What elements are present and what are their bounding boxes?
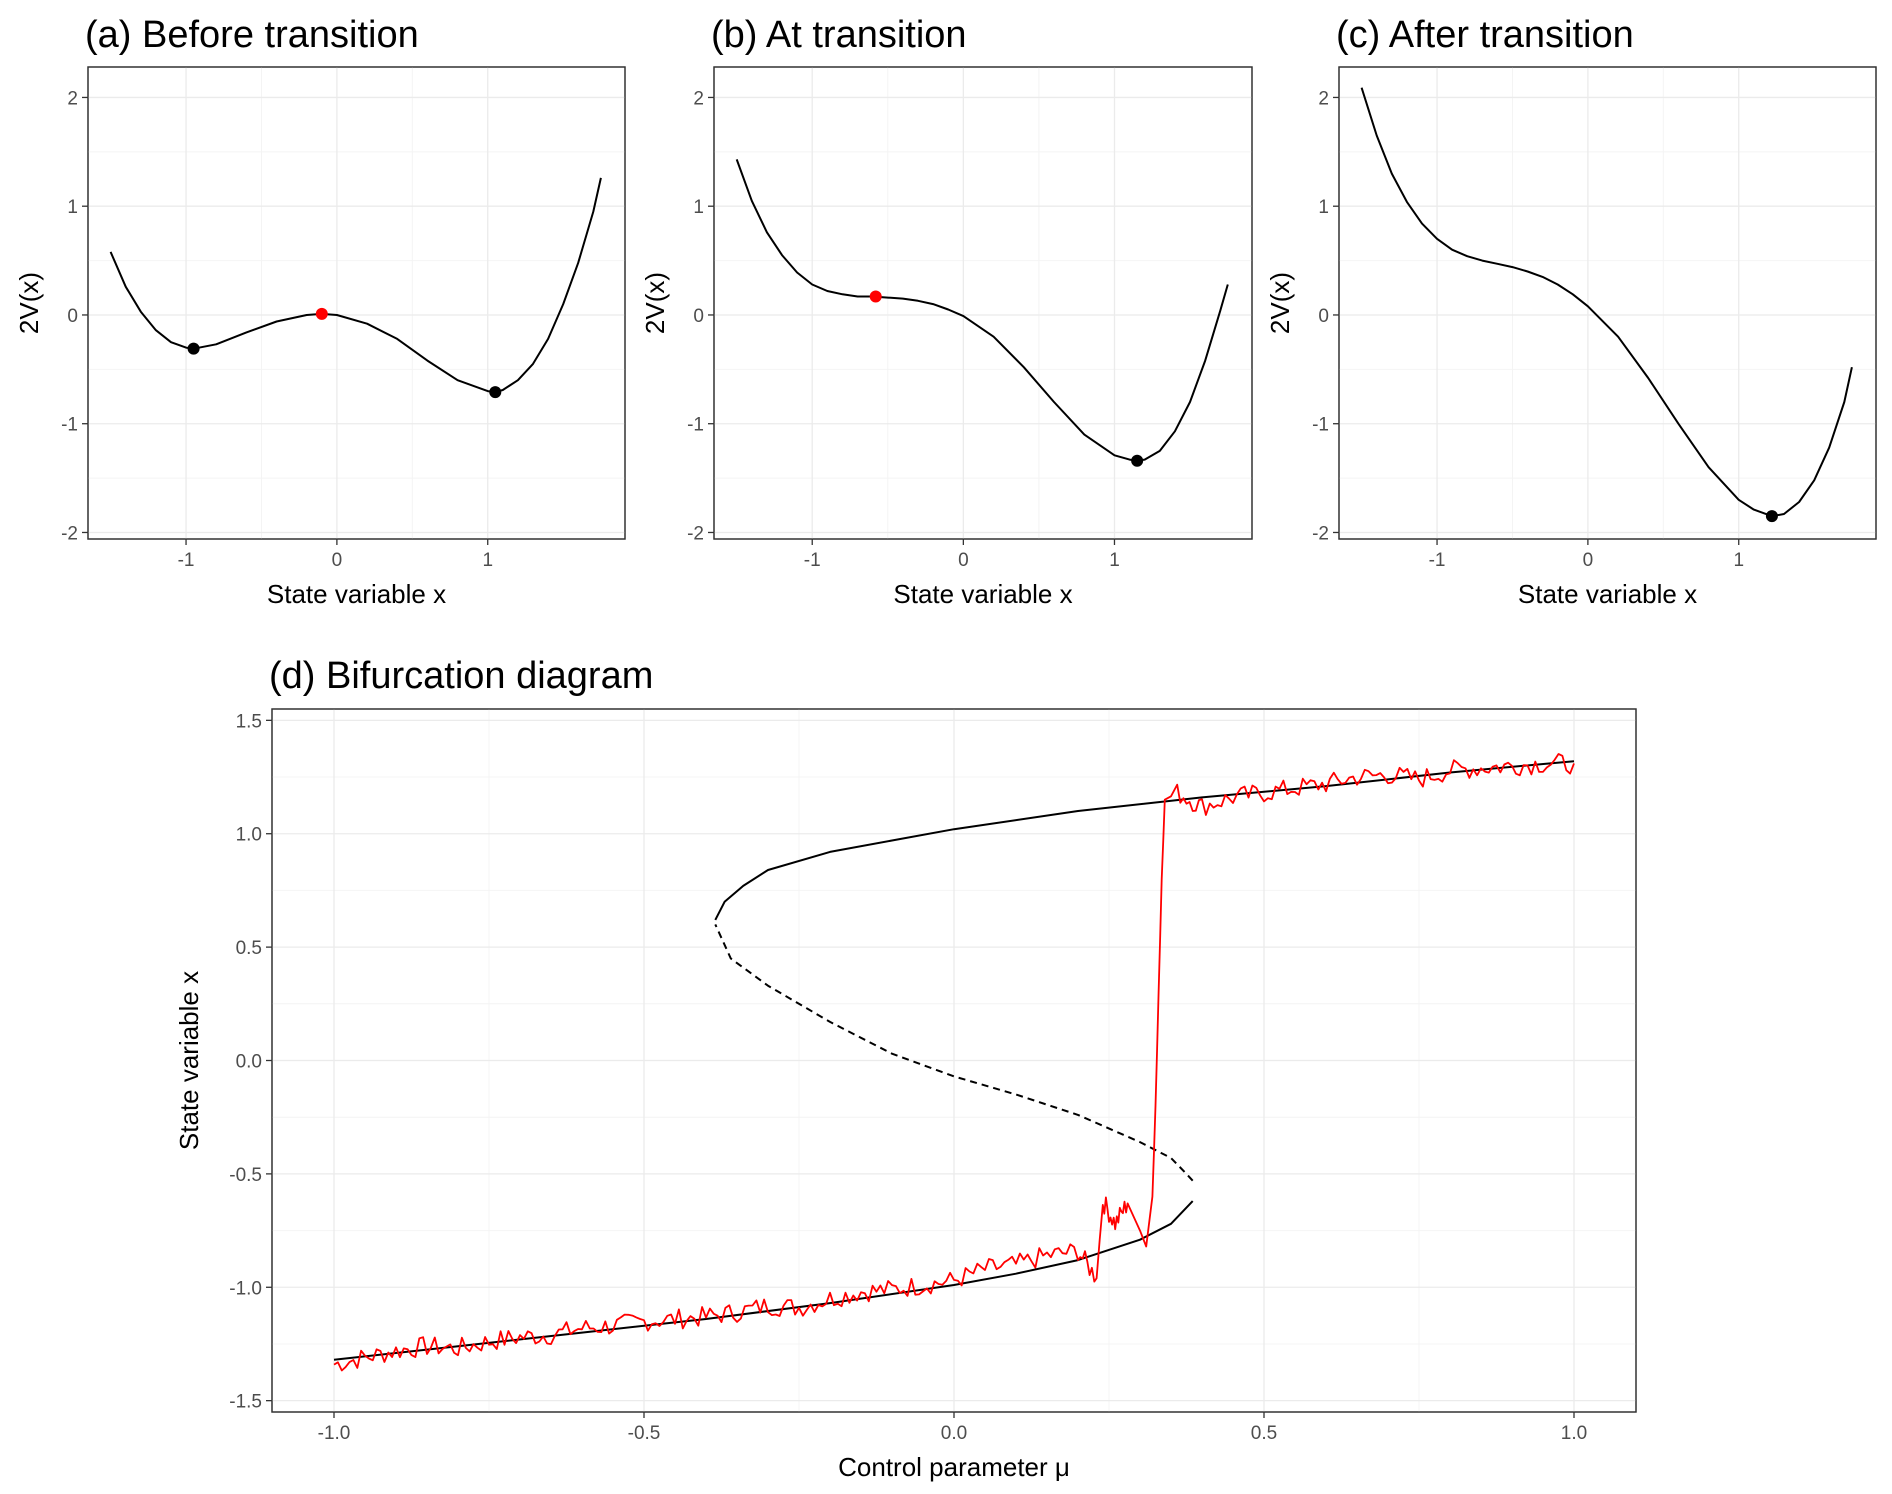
chart-title: (b) At transition [711,14,967,56]
chart-title: (c) After transition [1336,14,1634,56]
y-tick-label: 1 [1318,197,1329,218]
y-axis-title: 2V(x) [640,272,670,334]
chart-panel-d-bifurcation: -1.0 -0.5 0.0 0.5 1.0 -1.5 -1.0 -0.5 0.0 0.5 1.0 1.… [174,655,1637,1482]
chart-panel-a: -1 0 1 -2 -1 0 1 2 (a) Before transition State va… [14,14,626,609]
plot-border [271,708,1637,1413]
y-tick-label: 1.0 [236,825,262,846]
series-group [333,753,1575,1372]
x-tick-label: -1.0 [318,1423,351,1444]
plot-area [713,66,1253,540]
chart-title: (a) Before transition [85,14,419,56]
x-tick-label: -0.5 [628,1423,661,1444]
x-axis-title: Control parameter μ [838,1452,1070,1482]
x-tick-label: -1 [1429,550,1446,571]
x-axis-title: State variable x [893,579,1072,609]
series-group [109,177,602,394]
y-axis-title: 2V(x) [14,272,44,334]
series-line-0 [735,159,1229,462]
series-line-noisy-simulation [333,753,1575,1372]
stable-equilibrium-point [187,342,200,355]
y-tick-label: 1 [693,197,704,218]
series-line-unstable-branch [714,923,1194,1182]
x-tick-label: -1 [804,550,821,571]
chart-panel-b: -1 0 1 -2 -1 0 1 2 (b) At transition State variab… [640,14,1253,609]
y-tick-label: -2 [687,523,704,544]
x-axis-title: State variable x [1518,579,1697,609]
x-tick-label: 1 [1109,550,1120,571]
series-line-0 [333,1200,1194,1361]
y-tick-label: 2 [1318,88,1329,109]
y-tick-label: 1.5 [236,711,262,732]
series-line-0 [109,177,602,394]
y-tick-label: 0.0 [236,1052,262,1073]
y-tick-label: 2 [67,88,78,109]
y-tick-label: 0 [693,306,704,327]
plot-border [713,66,1253,540]
series-line-0 [1360,87,1853,518]
plot-border [1338,66,1877,540]
y-tick-label: 0.5 [236,938,262,959]
y-tick-label: -1.5 [229,1392,262,1413]
x-tick-label: 0 [958,550,969,571]
series-group [735,159,1229,462]
y-tick-label: 0 [67,306,78,327]
x-tick-label: 0.5 [1251,1423,1277,1444]
plot-area [1338,66,1877,540]
y-tick-label: -1 [1312,415,1329,436]
x-tick-label: 0 [1583,550,1594,571]
stable-equilibrium-point [489,386,502,399]
y-tick-label: -2 [1312,523,1329,544]
x-tick-label: 0 [332,550,343,571]
series-line-2 [714,760,1575,921]
y-tick-label: -1 [61,415,78,436]
y-tick-label: -1 [687,415,704,436]
x-tick-label: 1 [1733,550,1744,571]
y-tick-label: 0 [1318,306,1329,327]
x-tick-label: 1 [482,550,493,571]
y-tick-label: -0.5 [229,1165,262,1186]
y-tick-label: 1 [67,197,78,218]
x-tick-label: -1 [178,550,195,571]
stable-equilibrium-point [1765,510,1778,523]
plot-border [87,66,626,540]
x-axis-title: State variable x [267,579,446,609]
chart-panel-c: -1 0 1 -2 -1 0 1 2 (c) After transition State var… [1265,14,1877,609]
y-tick-label: 2 [693,88,704,109]
y-axis-title: 2V(x) [1265,272,1295,334]
stable-equilibrium-point [1131,454,1144,467]
y-tick-label: -2 [61,523,78,544]
y-axis-title: State variable x [174,971,204,1150]
chart-title: (d) Bifurcation diagram [269,655,653,697]
series-group [1360,87,1853,518]
y-tick-label: -1.0 [229,1278,262,1299]
plot-area [87,66,626,540]
unstable-equilibrium-point [315,307,328,320]
x-tick-label: 1.0 [1561,1423,1587,1444]
x-tick-label: 0.0 [941,1423,967,1444]
unstable-equilibrium-point [869,290,882,303]
